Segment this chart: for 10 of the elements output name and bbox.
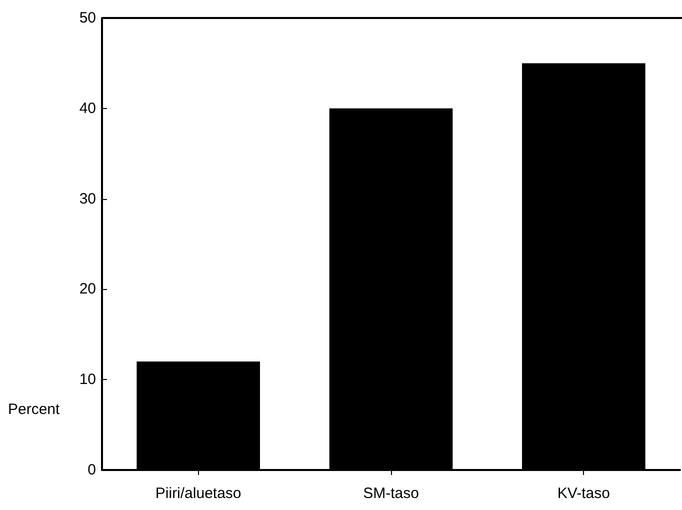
y-tick-label: 30 [79,190,96,208]
y-tick-label: 0 [88,462,96,478]
y-tick-label: 40 [79,100,96,117]
y-tick-label: 10 [79,371,96,388]
x-tick-label: KV-taso [557,485,610,502]
y-tick-label: 50 [79,10,96,26]
x-tick-label: Piiri/aluetaso [155,485,242,502]
y-tick-label: 20 [79,280,96,298]
x-tick-label: SM-taso [363,485,419,502]
y-axis-title: Percent [8,401,61,418]
